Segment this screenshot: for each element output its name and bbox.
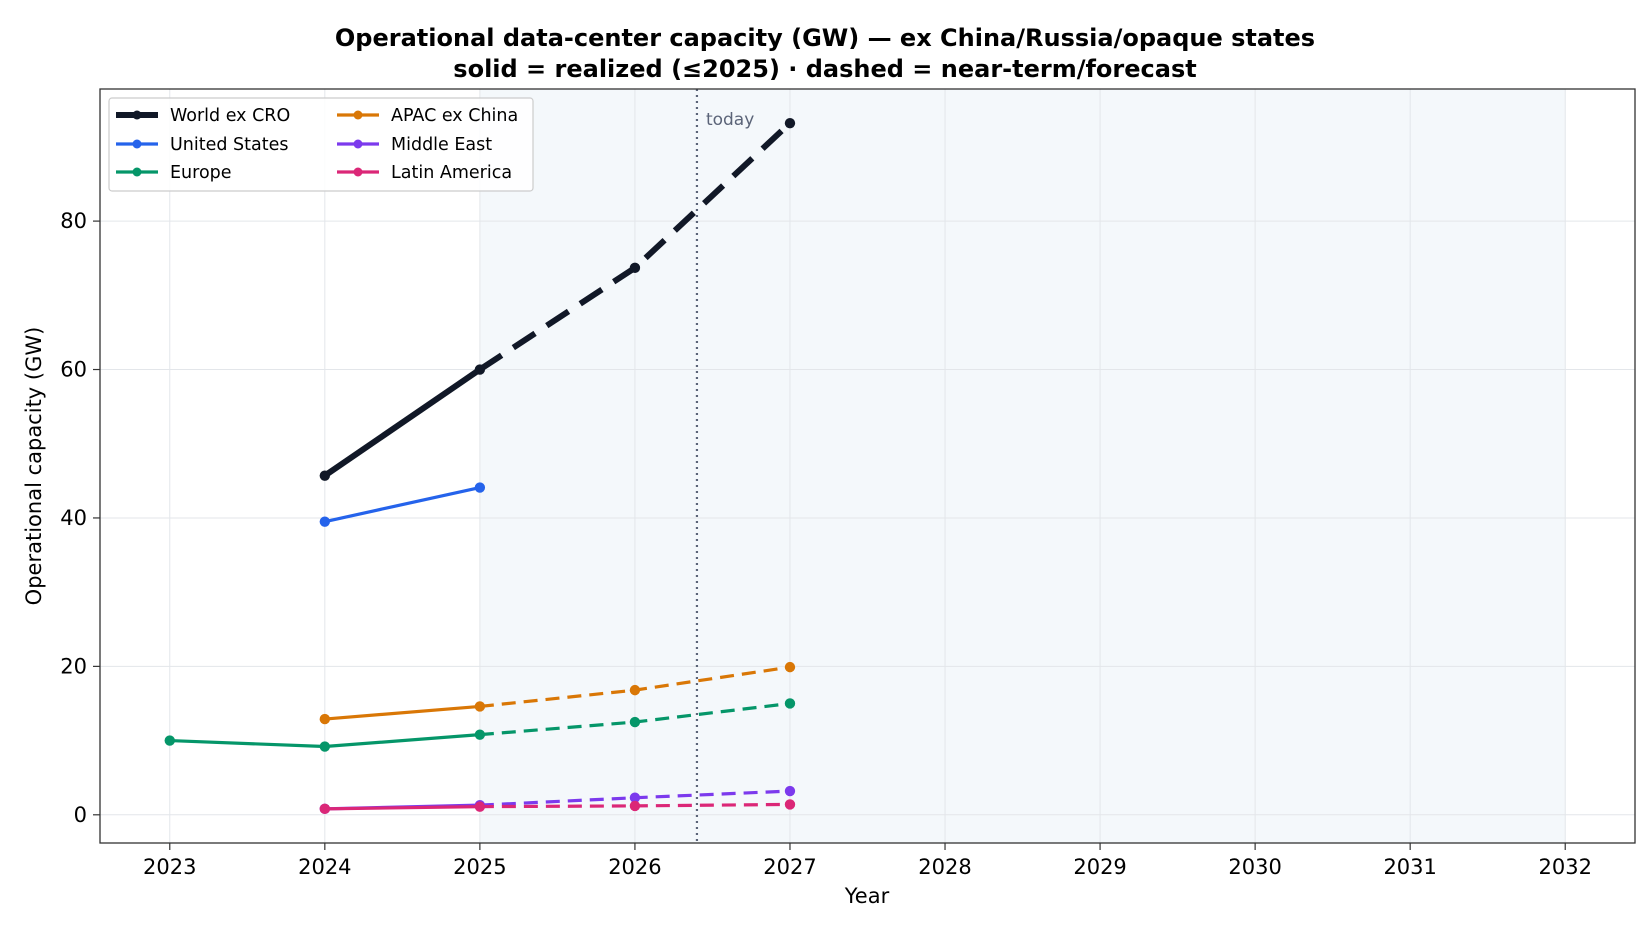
legend-label: APAC ex China <box>391 106 518 126</box>
series-united-states <box>319 482 486 527</box>
data-point <box>629 262 641 274</box>
x-tick-label: 2025 <box>453 855 506 879</box>
x-axis-label: Year <box>844 884 890 908</box>
data-point <box>629 716 641 728</box>
legend-label: Middle East <box>391 135 492 155</box>
legend-item-united-states: United States <box>116 135 289 155</box>
forecast-shade <box>479 89 1566 843</box>
x-axis: 2023 2024 2025 2026 2027 2028 2029 2030 2031 2032 <box>143 843 1592 879</box>
series-layer <box>164 117 796 815</box>
x-tick-label: 2026 <box>608 855 661 879</box>
grid-lines <box>100 89 1635 843</box>
data-point <box>784 799 796 810</box>
x-tick-label: 2032 <box>1539 855 1592 879</box>
data-point <box>474 482 486 493</box>
data-point <box>784 698 796 709</box>
y-tick-label: 20 <box>60 654 87 678</box>
data-point <box>629 684 641 696</box>
series-latin-america <box>319 799 796 815</box>
y-tick-label: 40 <box>60 506 87 530</box>
x-tick-label: 2027 <box>763 855 816 879</box>
data-point <box>784 117 796 129</box>
today-label: today <box>706 110 754 130</box>
y-tick-label: 60 <box>60 358 87 382</box>
series-line-realized <box>323 367 482 479</box>
series-line-realized <box>324 805 480 811</box>
series-world-ex-cro <box>319 117 796 481</box>
legend-item-europe: Europe <box>116 163 232 183</box>
legend-marker <box>353 110 363 120</box>
plot-frame <box>99 88 1636 844</box>
data-point <box>474 801 486 812</box>
data-point <box>474 729 486 740</box>
x-tick-label: 2023 <box>143 855 196 879</box>
y-tick-label: 0 <box>74 803 87 827</box>
y-tick-label: 80 <box>60 209 87 233</box>
series-line-realized <box>324 704 481 721</box>
legend-marker <box>353 139 363 149</box>
y-axis-label: Operational capacity (GW) <box>22 327 46 606</box>
series-apac-ex-china <box>319 661 796 725</box>
x-tick-label: 2030 <box>1228 855 1281 879</box>
legend-label: United States <box>170 135 289 155</box>
data-point <box>784 661 796 673</box>
series-europe <box>164 698 796 752</box>
data-point <box>629 800 641 812</box>
legend-marker <box>132 110 142 120</box>
x-tick-label: 2028 <box>918 855 971 879</box>
data-point <box>474 364 486 375</box>
data-point <box>319 713 331 725</box>
legend-item-latin-america: Latin America <box>337 163 512 183</box>
plot-area: today <box>99 88 1636 844</box>
data-point <box>319 741 331 752</box>
legend-item-middle-east: Middle East <box>337 135 492 155</box>
data-point <box>164 735 175 746</box>
data-point <box>629 792 641 803</box>
x-tick-label: 2024 <box>298 855 351 879</box>
series-line-realized <box>324 485 481 524</box>
data-point <box>319 516 331 527</box>
legend-item-apac-ex-china: APAC ex China <box>337 106 518 126</box>
legend-marker <box>353 167 363 177</box>
x-tick-label: 2031 <box>1383 855 1436 879</box>
data-point <box>319 803 331 815</box>
legend-box <box>108 97 534 192</box>
chart-subtitle: solid = realized (≤2025) · dashed = near… <box>453 55 1196 83</box>
legend-item-world-ex-cro: World ex CRO <box>116 106 290 126</box>
y-axis: 0 20 40 60 80 <box>60 209 100 827</box>
data-point <box>784 785 796 797</box>
data-point <box>474 701 486 712</box>
chart-title: Operational data-center capacity (GW) — … <box>335 24 1315 52</box>
legend-label: Europe <box>170 163 232 183</box>
legend-label: World ex CRO <box>170 106 290 126</box>
data-point <box>319 470 331 481</box>
legend: World ex CRO United States Europe APAC ex C… <box>108 97 534 192</box>
legend-marker <box>132 139 142 149</box>
x-tick-label: 2029 <box>1073 855 1126 879</box>
legend-marker <box>132 167 142 177</box>
legend-label: Latin America <box>391 163 512 183</box>
